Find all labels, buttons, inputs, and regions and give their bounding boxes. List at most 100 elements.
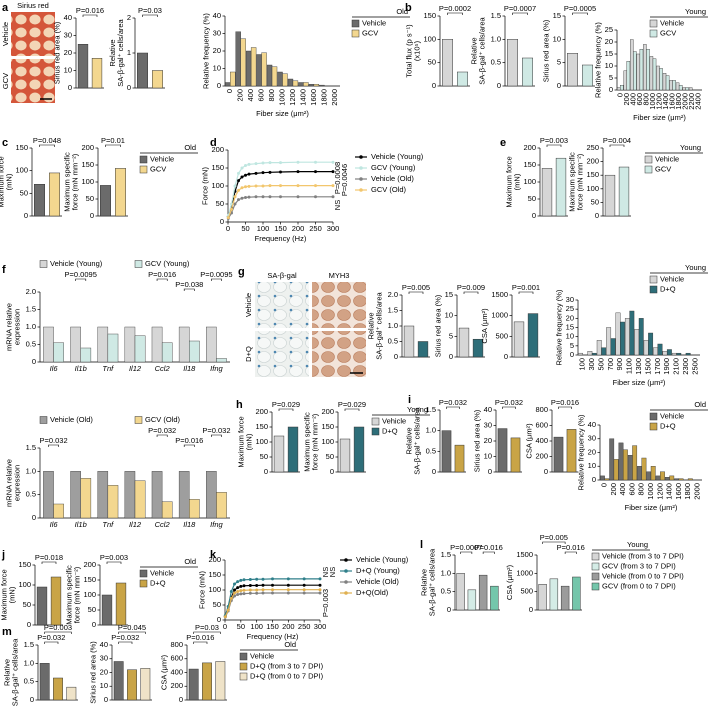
x-tick-label: Ifng [210, 364, 223, 373]
significance-bracket [572, 12, 588, 15]
y-tick-label: 2.0 [388, 290, 398, 299]
y-tick-label: 1.5 [441, 550, 451, 559]
y-tick-label: 0 [432, 81, 436, 90]
y-tick-label: 10 [588, 461, 596, 470]
marker [268, 170, 272, 174]
y-axis-label: force (mN mm⁻²) [70, 153, 79, 210]
bar [648, 332, 654, 356]
p-value: P=0.003 [44, 623, 72, 632]
y-tick-label: 0 [30, 695, 34, 704]
legend-label: D+Q (from 0 to 7 DPI) [250, 671, 324, 680]
x-tick-label: Il18 [183, 520, 196, 529]
x-tick-label: 1800 [319, 89, 328, 106]
marker [296, 170, 300, 174]
legend-label: Vehicle [660, 274, 684, 283]
bar [616, 87, 621, 91]
bar [567, 53, 578, 87]
bar [216, 492, 227, 519]
legend-marker [344, 580, 348, 584]
marker [240, 186, 244, 190]
y-axis-label: force (mN mm⁻²) [72, 566, 81, 623]
x-tick-label: 600 [627, 483, 636, 496]
p-value: P=0.016 [557, 543, 585, 552]
significance-bracket [546, 144, 562, 147]
y-axis-label: Maximum force [0, 156, 5, 207]
x-tick-label: 200 [622, 93, 631, 106]
panel-label: j [1, 549, 5, 561]
bar [240, 38, 246, 87]
y-tick-label: 600 [170, 654, 183, 663]
marker [261, 161, 265, 165]
y-tick-label: 0.5 [441, 587, 451, 596]
y-tick-label: 150 [255, 422, 268, 431]
bar [53, 503, 64, 519]
bar [266, 64, 273, 87]
legend-label: Vehicle [250, 651, 274, 660]
y-tick-label: 1.5 [388, 305, 398, 314]
bar [43, 471, 54, 519]
marker [255, 584, 259, 587]
y-tick-label: 1.0 [26, 466, 36, 475]
bar [620, 84, 624, 91]
y-tick-label: 10 [484, 451, 492, 460]
legend-label: Vehicle [660, 18, 684, 27]
y-tick-label: 50 [86, 194, 94, 203]
panel-label: k [210, 549, 217, 561]
x-tick-label: 1800 [683, 483, 692, 500]
bar [688, 87, 693, 91]
p-value: P=0.009 [457, 283, 485, 292]
legend-label: Vehicle (Young) [371, 152, 424, 161]
bar [225, 82, 231, 87]
x-tick-label: 2000 [692, 483, 701, 500]
p-value: P=0.0095 [65, 270, 97, 279]
marker [242, 584, 246, 588]
x-axis-label: Fiber size (μm²) [633, 113, 686, 122]
bar [152, 70, 163, 89]
bar [664, 477, 670, 481]
y-tick-label: 1.0 [426, 426, 436, 435]
marker [244, 185, 247, 189]
y-axis-label: CSA (μm²) [480, 308, 489, 344]
significance-bracket [502, 406, 516, 409]
legend-label: GCV [362, 28, 378, 37]
y-tick-label: 30 [213, 28, 221, 37]
marker [223, 615, 227, 619]
p-value: P=0.016 [475, 543, 503, 552]
marker [254, 162, 258, 166]
y-tick-label: 1.5 [24, 640, 34, 649]
x-tick-label: 50 [237, 622, 245, 631]
legend-swatch [134, 260, 143, 268]
x-axis-label: Fiber size (μm²) [625, 503, 678, 512]
legend-swatch [644, 155, 653, 164]
bar [319, 84, 325, 87]
y-axis-label: Relative [2, 659, 11, 686]
significance-bracket [105, 144, 121, 147]
x-axis-label: Fiber size (μm²) [256, 109, 309, 118]
x-tick-label: 250 [298, 622, 311, 631]
legend-label: D+Q [382, 426, 398, 435]
bar [178, 471, 190, 519]
y-tick-label: 100 [321, 437, 334, 446]
bar [639, 49, 644, 91]
legend-label: D+Q [660, 421, 676, 430]
bar [659, 68, 663, 91]
bar [287, 78, 294, 87]
y-axis-label: Sirius red area (%) [89, 641, 98, 704]
legend-label: GCV (Young) [371, 163, 416, 172]
y-tick-label: 50 [528, 194, 536, 203]
marker [244, 173, 247, 177]
bar [189, 340, 200, 363]
y-tick-label: 200 [83, 560, 96, 569]
bar [77, 44, 89, 89]
bar [490, 585, 499, 611]
y-tick-label: 5 [557, 58, 561, 67]
bar [456, 573, 465, 611]
bar [39, 663, 50, 701]
p-value: P=0.032 [439, 398, 467, 407]
y-axis-label: SA-β-gal⁺ cells/area [116, 18, 125, 86]
x-tick-label: 600 [257, 89, 266, 102]
marker [247, 162, 251, 166]
line [227, 196, 333, 219]
x-tick-label: 800 [267, 89, 276, 102]
bar [615, 312, 621, 356]
